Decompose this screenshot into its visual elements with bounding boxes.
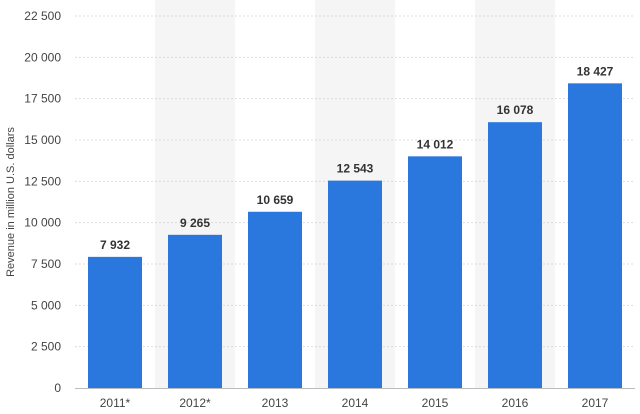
y-tick-label: 12 500 [24,174,61,188]
bar [88,256,142,388]
data-labels: 7 932 9 265 10 659 12 543 14 012 16 078 18 427 [100,64,614,252]
bar [408,156,462,388]
x-tick-label: 2016 [502,396,529,410]
x-tick-label: 2011* [100,396,131,410]
x-tick-label: 2014 [342,396,369,410]
data-label: 9 265 [180,216,210,230]
bar [248,211,302,388]
y-tick-label: 2 500 [31,340,61,354]
x-tick-label: 2015 [422,396,449,410]
bars [88,83,622,388]
x-tick-label: 2017 [582,396,609,410]
x-tick-label: 2012* [179,396,211,410]
y-tick-label: 17 500 [24,92,61,106]
y-tick-label: 20 000 [24,50,61,64]
x-axis-ticks: 2011* 2012* 2013 2014 2015 2016 2017 [100,396,609,410]
bar [168,234,222,388]
y-tick-label: 5 000 [31,298,61,312]
data-label: 14 012 [417,137,454,151]
y-axis-ticks: 0 2 500 5 000 7 500 10 000 12 500 15 000 17 500… [24,9,61,395]
y-tick-label: 22 500 [24,9,61,23]
data-label: 12 543 [337,162,374,176]
y-tick-label: 10 000 [24,216,61,230]
y-tick-label: 7 500 [31,257,61,271]
y-tick-label: 15 000 [24,133,61,147]
bar [488,122,542,388]
data-label: 10 659 [257,193,294,207]
data-label: 18 427 [577,64,614,78]
x-tick-label: 2013 [262,396,289,410]
bar [328,180,382,388]
y-axis-label: Revenue in million U.S. dollars [5,127,17,277]
data-label: 7 932 [100,238,130,252]
data-label: 16 078 [497,103,534,117]
bar [568,83,622,388]
y-tick-label: 0 [54,381,61,395]
